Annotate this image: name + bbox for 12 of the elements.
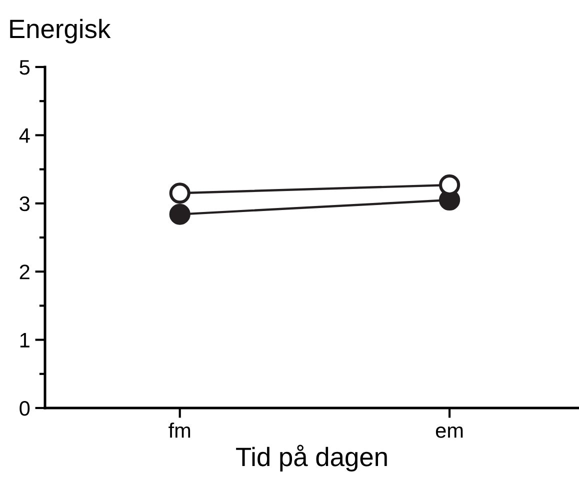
x-axis-title: Tid på dagen xyxy=(236,444,387,472)
x-tick-label: fm xyxy=(168,422,190,438)
x-tick-label: em xyxy=(436,426,463,438)
point xyxy=(169,182,190,204)
y-tick-label: 2 xyxy=(20,264,30,280)
y-tick-label: 3 xyxy=(20,196,30,212)
y-tick-label: 0 xyxy=(20,401,30,416)
point xyxy=(169,204,190,225)
y-tick-label: 5 xyxy=(20,60,30,75)
y-tick-label: 4 xyxy=(19,128,30,143)
chart-title: Energisk xyxy=(10,18,111,44)
y-tick-label: 1 xyxy=(20,333,30,348)
